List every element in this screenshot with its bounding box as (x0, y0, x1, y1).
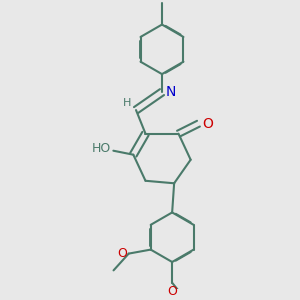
Text: N: N (165, 85, 176, 99)
Text: O: O (167, 285, 177, 298)
Text: H: H (123, 98, 131, 108)
Text: O: O (117, 247, 127, 260)
Text: O: O (202, 117, 213, 131)
Text: HO: HO (92, 142, 111, 155)
